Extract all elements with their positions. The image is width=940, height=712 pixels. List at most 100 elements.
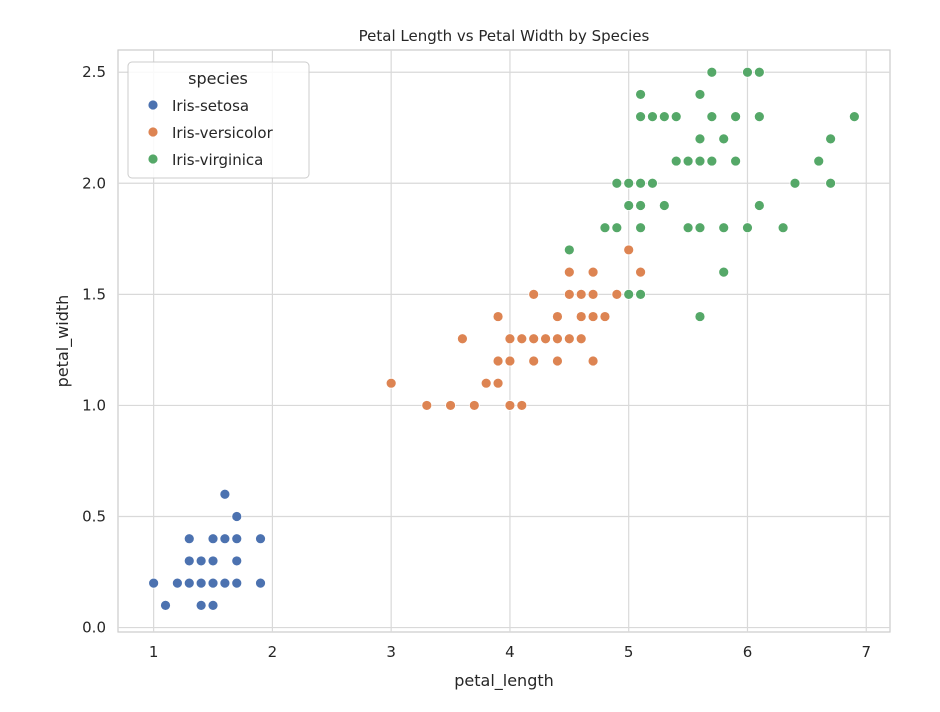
legend-label: Iris-setosa: [172, 97, 249, 115]
data-point: [528, 355, 540, 367]
data-point: [611, 177, 623, 189]
data-point: [563, 244, 575, 256]
data-point: [504, 355, 516, 367]
data-point: [492, 311, 504, 322]
data-point: [219, 533, 231, 545]
data-point: [183, 533, 195, 545]
x-tick-label: 2: [268, 643, 278, 661]
data-point: [753, 111, 765, 123]
data-point: [195, 555, 207, 567]
data-point: [171, 577, 183, 589]
data-point: [207, 555, 219, 567]
data-point: [825, 177, 837, 189]
data-point: [183, 577, 195, 589]
data-point: [694, 222, 706, 234]
data-point: [492, 355, 504, 367]
data-point: [658, 200, 670, 211]
data-point: [421, 400, 433, 411]
data-point: [492, 377, 504, 389]
data-point: [848, 111, 860, 123]
data-point: [552, 311, 563, 322]
data-point: [753, 66, 765, 78]
y-tick-label: 1.0: [82, 396, 106, 414]
data-point: [587, 288, 599, 300]
data-point: [742, 222, 753, 234]
data-point: [670, 155, 682, 167]
data-point: [231, 577, 243, 589]
data-point: [552, 355, 563, 367]
data-point: [730, 111, 741, 123]
data-point: [635, 266, 646, 278]
data-point: [623, 288, 635, 300]
data-point: [563, 266, 575, 278]
data-point: [528, 333, 540, 345]
x-tick-label: 4: [505, 643, 515, 661]
tick-labels: 1 2 3 4 5 6 7 0.0 0.5 1.0 1.5 2.0 2.5: [82, 63, 871, 661]
data-point: [623, 177, 635, 189]
data-point: [647, 177, 658, 189]
data-point: [255, 577, 266, 589]
legend-box: [127, 61, 310, 179]
data-point: [813, 155, 825, 167]
data-point: [575, 311, 587, 322]
y-tick-label: 0.0: [82, 619, 106, 637]
data-point: [635, 111, 646, 123]
data-point: [445, 400, 456, 411]
data-point: [255, 533, 266, 545]
data-point: [516, 333, 528, 345]
data-point: [207, 599, 219, 611]
data-point: [623, 200, 635, 211]
data-point: [694, 89, 706, 100]
data-point: [183, 555, 195, 567]
data-point: [694, 311, 706, 322]
data-point: [195, 577, 207, 589]
x-axis-label: petal_length: [454, 671, 554, 691]
data-point: [457, 333, 468, 345]
y-tick-label: 2.0: [82, 174, 106, 192]
data-point: [635, 89, 646, 100]
data-point: [575, 288, 587, 300]
data-point: [658, 111, 670, 123]
data-point: [587, 355, 599, 367]
data-point: [219, 488, 231, 500]
data-point: [563, 333, 575, 345]
data-point: [231, 555, 243, 567]
data-point: [718, 133, 730, 145]
x-tick-label: 1: [149, 643, 159, 661]
data-point: [148, 577, 160, 589]
data-point: [468, 400, 480, 411]
data-point: [825, 133, 837, 145]
data-point: [480, 377, 492, 389]
data-point: [706, 111, 718, 123]
data-point: [635, 222, 646, 234]
legend-marker: [147, 99, 159, 111]
data-point: [753, 200, 765, 211]
data-point: [682, 155, 694, 167]
data-point: [516, 400, 528, 411]
data-point: [611, 222, 623, 234]
x-tick-label: 6: [743, 643, 753, 661]
data-points: [148, 66, 860, 611]
data-point: [195, 599, 207, 611]
data-point: [528, 288, 540, 300]
y-tick-label: 0.5: [82, 507, 106, 525]
data-point: [694, 133, 706, 145]
data-point: [718, 266, 730, 278]
data-point: [682, 222, 694, 234]
data-point: [563, 288, 575, 300]
data-point: [207, 533, 219, 545]
data-point: [504, 333, 516, 345]
y-axis-label: petal_width: [53, 295, 73, 388]
data-point: [231, 533, 243, 545]
data-point: [635, 200, 646, 211]
legend-items: Iris-setosa Iris-versicolor Iris-virginica: [147, 97, 274, 169]
data-point: [587, 266, 599, 278]
data-point: [611, 288, 623, 300]
x-tick-label: 7: [861, 643, 871, 661]
data-point: [219, 577, 231, 589]
legend: species Iris-setosa Iris-versicolor Iris-v…: [127, 61, 310, 179]
data-point: [706, 66, 718, 78]
data-point: [694, 155, 706, 167]
